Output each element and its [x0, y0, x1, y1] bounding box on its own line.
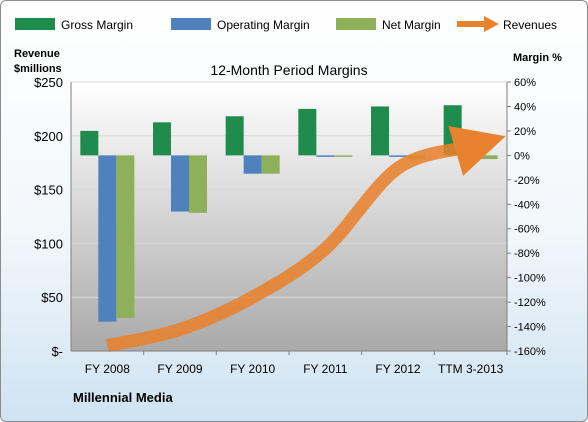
bar-operating-margin	[389, 155, 407, 157]
left-axis-label-line1: Revenue	[14, 48, 60, 60]
right-tick-label: 40%	[514, 101, 536, 113]
left-tick-label: $200	[34, 129, 63, 144]
right-tick-label: 60%	[514, 77, 536, 89]
bar-gross-margin	[225, 116, 244, 156]
axes: $- $50 $100 $150 $200 $250 60% 40% 20% 0% -20% -40%…	[34, 75, 546, 376]
x-tick-label: FY 2011	[303, 362, 348, 376]
right-tick-label: -40%	[514, 199, 540, 211]
x-tick-label: FY 2008	[85, 362, 130, 376]
x-tick-label: TTM 3-2013	[438, 362, 504, 376]
left-tick-label: $150	[34, 183, 63, 198]
bar-operating-margin	[461, 155, 480, 157]
revenue-line-path	[105, 126, 506, 352]
footer-label: Millennial Media	[73, 390, 173, 405]
legend-arrow	[484, 16, 499, 32]
right-tick-label: -80%	[514, 248, 540, 260]
revenue-line	[105, 126, 506, 352]
right-tick-label: -100%	[514, 273, 546, 285]
legend-swatch	[336, 18, 376, 30]
bar-gross-margin	[80, 130, 99, 156]
bar-gross-margin	[371, 106, 389, 156]
plot-area	[71, 82, 507, 351]
left-axis-label-line2: $millions	[14, 63, 62, 75]
legend-label: Net Margin	[382, 18, 441, 32]
right-tick-label: -20%	[514, 175, 540, 187]
right-tick-label: 20%	[514, 126, 536, 138]
bar-operating-margin	[243, 155, 262, 174]
bar-gross-margin	[153, 122, 171, 156]
bar-operating-margin	[98, 155, 117, 322]
left-tick-label: $100	[34, 236, 63, 251]
legend: Gross Margin Operating Margin Net Margin Re…	[15, 16, 557, 32]
bar-series	[80, 105, 498, 322]
bar-net-margin	[116, 155, 135, 318]
right-tick-label: -120%	[514, 297, 546, 309]
legend-swatch	[15, 18, 55, 30]
bar-gross-margin	[298, 108, 317, 156]
left-tick-label: $250	[34, 75, 63, 90]
legend-label: Gross Margin	[61, 18, 133, 32]
right-tick-label: -140%	[514, 322, 546, 334]
x-tick-label: FY 2010	[230, 362, 275, 376]
right-tick-label: 0%	[514, 150, 530, 162]
x-tick-label: FY 2009	[157, 362, 202, 376]
bar-net-margin	[189, 155, 207, 213]
left-tick-label: $-	[51, 344, 63, 359]
legend-label: Operating Margin	[217, 18, 310, 32]
bar-net-margin	[334, 155, 353, 157]
left-tick-label: $50	[41, 290, 63, 305]
bar-operating-margin	[316, 155, 335, 157]
bar-operating-margin	[171, 155, 189, 212]
bar-net-margin	[479, 155, 498, 160]
right-axis-label: Margin %	[513, 52, 562, 64]
x-tick-label: FY 2012	[375, 362, 420, 376]
legend-label: Revenues	[503, 18, 557, 32]
chart-title: 12-Month Period Margins	[210, 62, 367, 78]
legend-swatch	[171, 18, 211, 30]
bar-net-margin	[261, 155, 280, 174]
right-tick-label: -160%	[514, 346, 546, 358]
right-tick-label: -60%	[514, 224, 540, 236]
